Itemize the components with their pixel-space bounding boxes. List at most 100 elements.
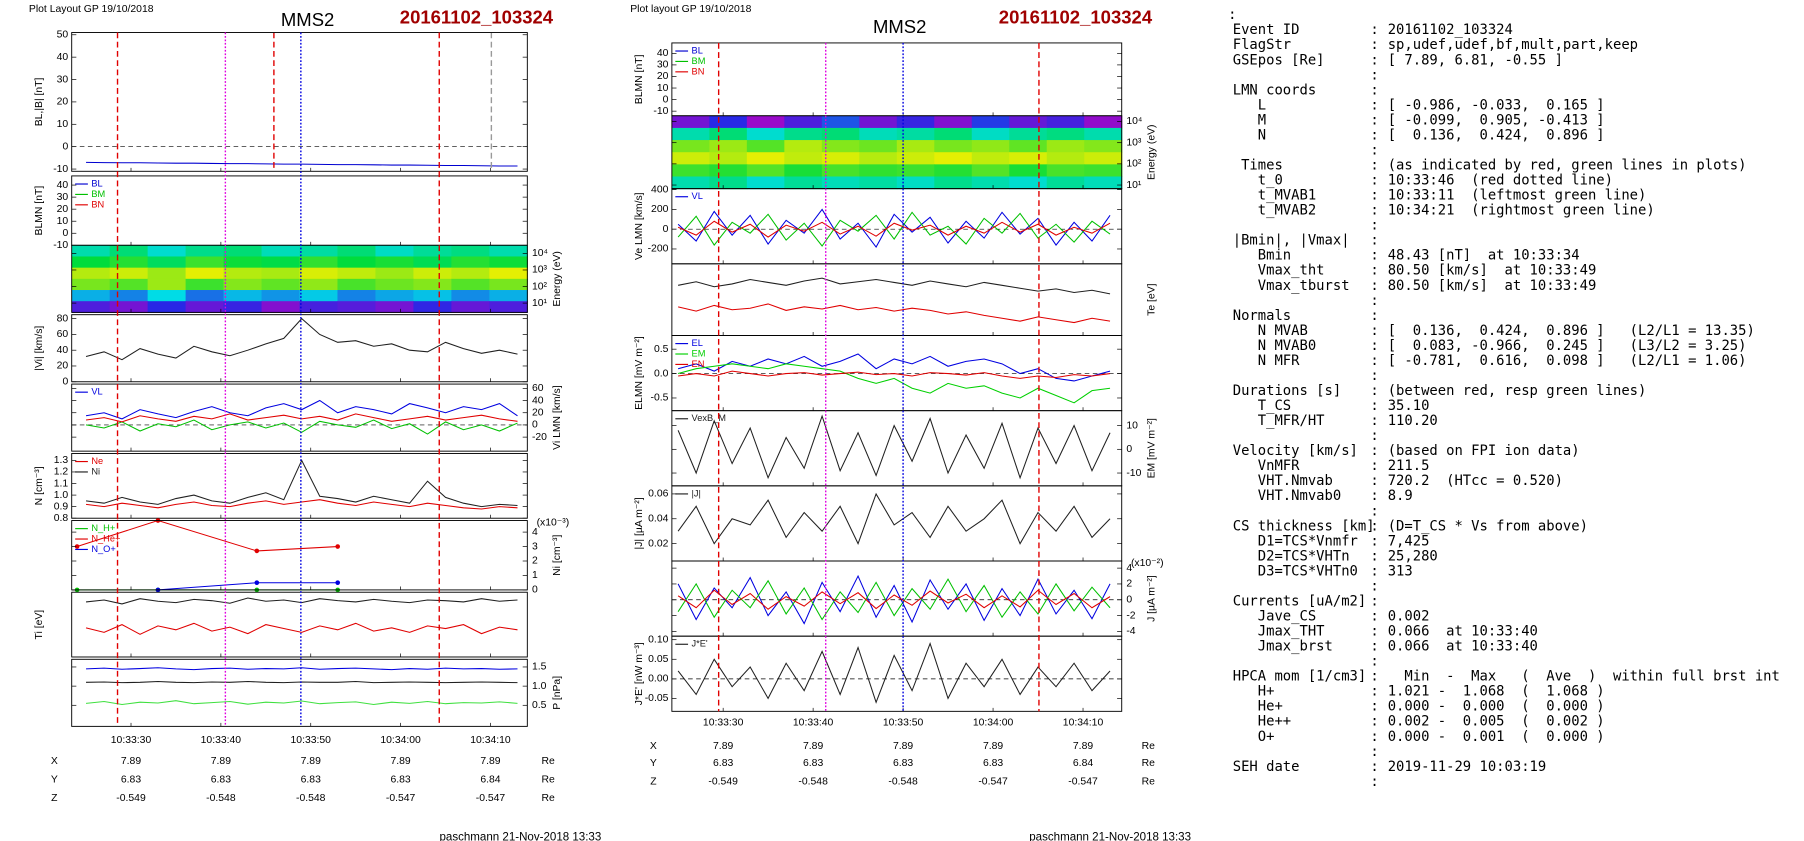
doc-key: |Bmin|, |Vmax| bbox=[1233, 233, 1350, 249]
y-tick-label: 10³ bbox=[1126, 137, 1142, 148]
spectrogram-cell bbox=[375, 290, 414, 302]
spectrogram-cell bbox=[784, 164, 823, 178]
position-value: 7.89 bbox=[983, 741, 1003, 752]
y-tick-label: 10⁴ bbox=[1126, 116, 1142, 127]
y-tick-label: 30 bbox=[57, 192, 69, 203]
panel: N_H+N_He+N_O+ 0 1 2 3 4 Ni [cm⁻³] (x10⁻³) bbox=[71, 518, 569, 596]
doc-separator: : bbox=[1370, 142, 1378, 158]
doc-separator: : bbox=[1370, 729, 1378, 745]
spectrogram-cell bbox=[375, 245, 414, 258]
spectrogram-cell bbox=[109, 278, 149, 291]
doc-key: O+ bbox=[1233, 729, 1275, 745]
position-label: Y bbox=[650, 758, 657, 769]
spectrogram-cell bbox=[223, 301, 263, 313]
spectrogram-cell bbox=[299, 267, 339, 280]
doc-separator: : bbox=[1370, 744, 1378, 760]
y-tick-label: 20 bbox=[657, 71, 669, 82]
spectrogram-cell bbox=[934, 152, 973, 165]
doc-separator: : bbox=[1370, 158, 1378, 174]
legend-label: EM bbox=[692, 348, 706, 358]
spectrogram-cell bbox=[147, 245, 187, 258]
spectrogram-cell bbox=[971, 115, 1010, 129]
spectrogram-cell bbox=[671, 140, 710, 153]
doc-key: t_MVAB1 bbox=[1233, 188, 1316, 204]
doc-separator: : bbox=[1228, 7, 1236, 23]
position-label: X bbox=[51, 756, 58, 767]
doc-separator: : bbox=[1370, 654, 1378, 670]
series-line bbox=[85, 499, 518, 510]
series-line bbox=[85, 622, 518, 635]
spectrogram-cell bbox=[375, 301, 414, 313]
doc-value: [ 0.136, 0.424, 0.896 ] bbox=[1388, 127, 1605, 143]
spectrogram-cell bbox=[821, 140, 860, 153]
doc-value: (D=T_CS * Vs from above) bbox=[1388, 518, 1588, 534]
doc-key: HPCA mom [1/cm3] bbox=[1233, 669, 1367, 685]
y-tick-label: 80 bbox=[57, 313, 69, 324]
spectrogram-cell bbox=[1084, 152, 1123, 165]
spectrogram-cell bbox=[971, 152, 1010, 165]
spectrogram-cell bbox=[147, 267, 187, 280]
doc-separator: : bbox=[1370, 82, 1378, 98]
doc-key: Durations [s] bbox=[1233, 383, 1341, 399]
doc-key: He++ bbox=[1233, 714, 1291, 730]
spectrogram-cell bbox=[1009, 140, 1048, 153]
doc-separator: : bbox=[1370, 353, 1378, 369]
doc-value: 80.50 [km/s] at 10:33:49 bbox=[1388, 278, 1597, 294]
y-tick-label: 10² bbox=[532, 281, 548, 292]
spectrogram-cell bbox=[413, 256, 452, 269]
position-value: -0.548 bbox=[206, 793, 236, 804]
doc-value: 0.000 - 0.001 ( 0.000 ) bbox=[1388, 729, 1605, 745]
series-line bbox=[678, 277, 1111, 295]
series-line bbox=[85, 419, 518, 435]
spectrogram-cell bbox=[709, 164, 748, 178]
x-tick-label: 10:34:00 bbox=[973, 718, 1014, 729]
position-value: 7.89 bbox=[713, 741, 733, 752]
spectrogram-cell bbox=[261, 256, 301, 269]
panel-frame bbox=[71, 452, 528, 519]
position-label: X bbox=[650, 741, 657, 752]
y-tick-label: 0.04 bbox=[648, 514, 668, 525]
spectrogram-cell bbox=[821, 115, 860, 129]
series-line bbox=[677, 414, 1111, 480]
series-line bbox=[677, 492, 1111, 545]
doc-key: VHT.Nmvab bbox=[1233, 473, 1333, 489]
y-tick-label: 0 bbox=[62, 377, 68, 388]
spectrogram-cell bbox=[934, 176, 973, 190]
doc-key: Jave_CS bbox=[1233, 609, 1316, 625]
spectrogram-cell bbox=[896, 127, 935, 141]
y-axis-label: BLMN [nT] bbox=[634, 54, 645, 104]
legend-label: BM bbox=[91, 189, 105, 199]
point bbox=[335, 544, 341, 549]
spectrogram-cell bbox=[261, 267, 301, 280]
legend-label: VexB_M bbox=[692, 413, 726, 423]
series-line bbox=[85, 597, 518, 605]
panel: |J| 0.02 0.04 0.06|J| [µA m⁻²] bbox=[634, 485, 1123, 562]
spectrogram-cell bbox=[671, 176, 710, 190]
doc-separator: : bbox=[1370, 383, 1378, 399]
series-line bbox=[86, 161, 518, 167]
doc-separator: : bbox=[1370, 548, 1378, 564]
y-tick-label: 1.5 bbox=[532, 662, 547, 673]
y-tick-label: 10³ bbox=[532, 265, 548, 276]
spectrogram-cell bbox=[71, 278, 111, 291]
doc-value: [ -0.099, 0.905, -0.413 ] bbox=[1388, 112, 1605, 128]
spectrogram-cell bbox=[223, 278, 263, 291]
panel: 10⁴ 10³ 10² 10¹ Energy (eV) bbox=[71, 244, 563, 313]
doc-separator: : bbox=[1370, 188, 1378, 204]
panel-frame bbox=[671, 635, 1123, 712]
doc-separator: : bbox=[1370, 714, 1378, 730]
position-value: 6.83 bbox=[713, 758, 733, 769]
spectrogram-cell bbox=[337, 245, 377, 258]
y-axis-label: EM [mV m⁻²] bbox=[1147, 418, 1158, 478]
spectrogram-cell bbox=[934, 140, 973, 153]
doc-value: 2019-11-29 10:03:19 bbox=[1388, 759, 1547, 775]
doc-key: LMN coords bbox=[1233, 82, 1316, 98]
panel-frame bbox=[71, 658, 528, 727]
series-line bbox=[677, 363, 1111, 404]
y-tick-label: 20 bbox=[57, 204, 69, 215]
spectrogram-cell bbox=[1046, 127, 1085, 141]
spectrogram-cell bbox=[971, 140, 1010, 153]
doc-separator: : bbox=[1370, 323, 1378, 339]
x-tick-label: 10:34:10 bbox=[1063, 718, 1104, 729]
